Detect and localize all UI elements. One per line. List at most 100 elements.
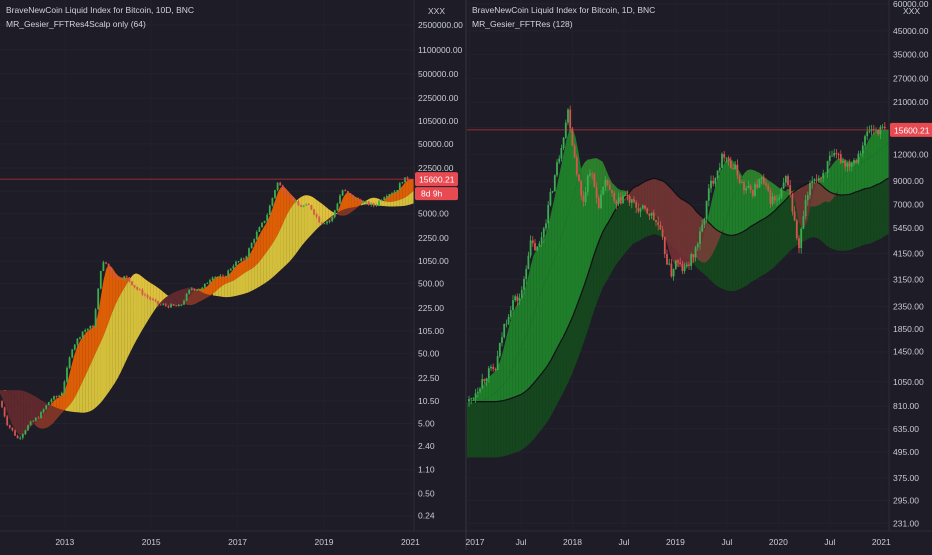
candle-body xyxy=(756,184,758,187)
candle-body xyxy=(212,277,214,280)
candle-body xyxy=(809,183,811,195)
indicator-band-fast xyxy=(566,130,569,220)
indicator-base-band xyxy=(835,194,838,251)
indicator-band-slow xyxy=(542,281,545,373)
candle-body xyxy=(342,190,344,195)
candle-body xyxy=(129,277,131,281)
candle-body xyxy=(860,154,862,155)
bar-countdown-label: 8d 9h xyxy=(421,189,443,199)
price-tick-label: 1850.00 xyxy=(893,324,924,334)
candle-body xyxy=(339,196,341,204)
indicator-base-band xyxy=(476,402,479,458)
candle-body xyxy=(287,194,289,196)
candle-body xyxy=(243,259,245,260)
indicator-band-slow xyxy=(234,279,237,297)
candle-body xyxy=(640,209,642,212)
candle-body xyxy=(292,197,294,202)
indicator-band-slow xyxy=(865,159,868,189)
candle-body xyxy=(303,206,305,207)
candle-body xyxy=(569,110,571,129)
candle-body xyxy=(558,158,560,162)
candle-body xyxy=(585,192,587,202)
candle-body xyxy=(836,153,838,154)
indicator-band-slow xyxy=(880,148,883,184)
candle-body xyxy=(64,382,66,393)
indicator-band-fast xyxy=(106,265,109,328)
indicator-base-band xyxy=(500,401,503,457)
indicator-band-slow xyxy=(237,277,240,296)
indicator-band-fast xyxy=(18,401,21,436)
candle-body xyxy=(152,299,154,300)
candle-body xyxy=(609,185,611,190)
candle-body xyxy=(750,186,752,190)
candle-body xyxy=(337,204,339,211)
indicator-band-slow xyxy=(521,340,524,394)
candle-body xyxy=(178,305,180,306)
indicator-base-band xyxy=(548,359,551,420)
price-tick-label: 3150.00 xyxy=(893,274,924,284)
candle-body xyxy=(618,197,620,204)
candle-body xyxy=(246,256,248,259)
price-tick-label: 45000.00 xyxy=(893,26,929,36)
indicator-band-slow xyxy=(121,288,124,371)
indicator-band-slow xyxy=(684,200,687,243)
candle-body xyxy=(545,223,547,228)
indicator-band-slow xyxy=(245,271,248,294)
indicator-band-fast xyxy=(242,260,245,275)
time-tick-label: 2021 xyxy=(872,537,891,547)
indicator-base-band xyxy=(747,227,750,285)
candle-body xyxy=(561,148,563,158)
indicator-base-band xyxy=(771,211,774,269)
candle-body xyxy=(539,243,541,246)
candle-body xyxy=(785,176,787,183)
indicator-band-slow xyxy=(296,199,299,254)
candle-body xyxy=(17,436,19,439)
indicator-band-slow xyxy=(536,297,539,381)
candle-body xyxy=(660,225,662,230)
indicator-band-slow xyxy=(109,312,112,391)
indicator-base-band xyxy=(563,330,566,392)
indicator-band-slow xyxy=(92,355,95,410)
indicator-base-band xyxy=(527,387,530,446)
indicator-band-fast xyxy=(263,223,266,256)
indicator-band-slow xyxy=(266,249,269,283)
candle-body xyxy=(664,237,666,254)
indicator-band-slow xyxy=(393,201,396,207)
indicator-base-band xyxy=(762,218,765,275)
candle-body xyxy=(261,223,263,227)
candle-body xyxy=(638,208,640,212)
indicator-band-slow xyxy=(101,336,104,403)
candle-body xyxy=(160,305,162,306)
candle-body xyxy=(587,175,589,192)
indicator-base-band xyxy=(585,275,588,340)
candle-body xyxy=(567,110,569,123)
candle-body xyxy=(259,227,261,232)
indicator-band-fast xyxy=(533,250,536,317)
candle-body xyxy=(285,191,287,194)
candle-body xyxy=(264,221,266,223)
indicator-band-slow xyxy=(293,201,296,257)
candle-body xyxy=(139,289,141,290)
indicator-base-band xyxy=(539,373,542,433)
candle-body xyxy=(589,174,591,176)
indicator-band-fast xyxy=(21,405,24,436)
candle-body xyxy=(253,239,255,243)
candle-body xyxy=(492,367,494,369)
indicator-band-slow xyxy=(530,317,533,387)
indicator-band-fast xyxy=(563,140,566,230)
indicator-band-slow xyxy=(820,184,823,205)
indicator-base-band xyxy=(482,402,485,458)
price-tick-label: 21000.00 xyxy=(893,97,929,107)
candle-body xyxy=(168,306,170,308)
time-tick-label: 2020 xyxy=(769,537,788,547)
indicator-base-band xyxy=(768,214,771,272)
indicator-base-band xyxy=(780,202,783,261)
indicator-base-band xyxy=(615,207,618,267)
candle-body xyxy=(486,378,488,381)
left-indicator-legend: MR_Gesier_FFTRes4Scalp only (64) xyxy=(6,19,146,29)
candle-body xyxy=(188,290,190,294)
candle-body xyxy=(563,138,565,148)
candle-body xyxy=(92,326,94,327)
candle-body xyxy=(113,273,115,277)
